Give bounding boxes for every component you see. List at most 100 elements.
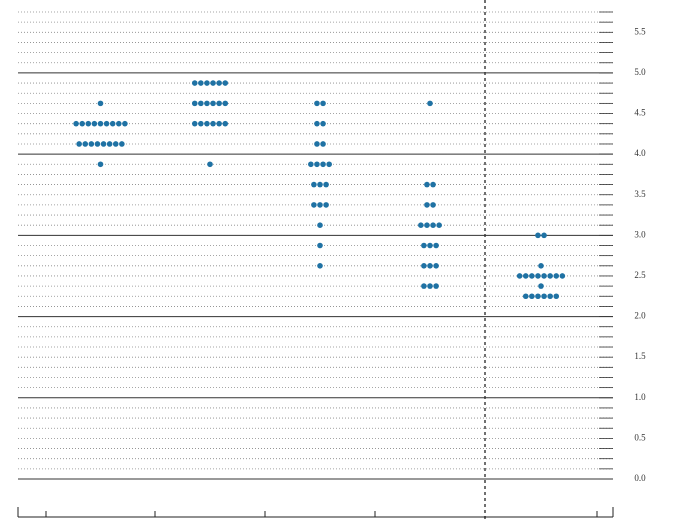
dot [427,263,433,269]
dot [418,222,424,228]
dot [424,202,430,208]
dot [427,283,433,289]
dot [198,100,204,107]
dot [73,120,79,127]
dot [311,202,317,208]
y-tick-label: 1.0 [634,392,646,402]
dot [516,273,523,279]
dot [317,222,323,228]
dot [198,80,204,86]
dot [116,120,122,127]
dot [323,202,329,208]
dot [433,242,439,249]
dot [122,120,128,127]
y-tick-label: 2.0 [634,311,646,321]
dot [216,80,222,86]
dot [535,293,541,300]
dot [553,273,560,279]
dot [76,141,82,147]
dot [119,141,125,147]
dot [207,161,213,168]
dot [314,100,320,107]
dot [88,141,95,147]
dot [424,222,430,228]
dot [430,202,436,208]
dot [427,100,433,107]
dot [204,80,210,86]
dot [222,120,229,127]
dot [191,120,198,127]
dot [522,293,529,300]
dot [97,161,104,168]
dot [112,141,119,147]
dot [427,242,433,249]
y-tick-label: 2.5 [634,270,646,280]
dot [541,232,547,239]
y-tick-label: 4.0 [634,148,646,158]
dot [314,120,320,127]
dot [308,161,314,168]
dot [314,141,320,147]
y-tick-label: 0.0 [634,473,646,483]
dot [529,293,535,300]
y-tick-label: 0.5 [634,432,646,442]
y-tick-label: 5.0 [634,67,646,77]
y-tick-label: 5.5 [634,26,646,36]
dot [541,273,547,279]
dot [85,120,92,127]
dot [97,120,104,127]
dot [541,293,547,300]
dot [198,120,204,127]
dot [317,181,323,188]
dot [553,293,560,300]
dot [326,161,332,168]
dot [320,100,326,107]
dot [317,242,323,249]
dot [103,120,110,127]
dot [222,80,229,86]
x-axis-ticks [17,507,614,517]
dot [91,120,98,127]
dot [210,100,216,107]
y-tick-label: 3.5 [634,189,646,199]
dot [547,273,553,279]
dot [94,141,101,147]
dot [421,242,427,249]
dot [216,120,222,127]
dot [210,120,216,127]
dot [109,120,116,127]
dot [559,273,566,279]
dot [317,202,323,208]
dot [311,181,317,188]
dot [314,161,320,168]
dot [421,283,427,289]
dot [433,263,439,269]
dot [106,141,113,147]
dot [204,100,210,107]
dot [320,141,326,147]
dot [216,100,222,107]
dot [320,120,326,127]
y-tick-label: 4.5 [634,108,646,118]
dot [529,273,535,279]
dot [430,181,436,188]
dot [433,283,439,289]
dot [522,273,529,279]
dot [424,181,430,188]
dot [204,120,210,127]
dot [436,222,442,228]
dot [323,181,329,188]
dot [191,80,198,86]
dot [421,263,427,269]
dot [317,263,323,269]
dot [79,120,85,127]
dot [222,100,229,107]
dot [100,141,107,147]
dot [538,263,544,269]
dot [210,80,216,86]
dot [535,273,541,279]
y-tick-label: 1.5 [634,351,646,361]
y-tick-label: 3.0 [634,229,646,239]
dot [97,100,104,107]
